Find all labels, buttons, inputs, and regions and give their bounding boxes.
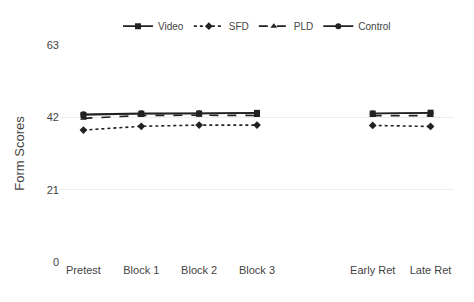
svg-text:Late Ret: Late Ret	[410, 264, 452, 276]
svg-text:Block 3: Block 3	[239, 264, 275, 276]
svg-text:Block 1: Block 1	[123, 264, 159, 276]
svg-text:SFD: SFD	[229, 21, 249, 32]
svg-text:PLD: PLD	[294, 21, 313, 32]
svg-text:63: 63	[47, 39, 59, 51]
svg-text:21: 21	[47, 184, 59, 196]
svg-text:42: 42	[47, 111, 59, 123]
svg-text:Pretest: Pretest	[66, 264, 101, 276]
svg-text:Control: Control	[358, 21, 390, 32]
svg-text:Form Scores: Form Scores	[12, 116, 27, 191]
svg-text:Early Ret: Early Ret	[350, 264, 395, 276]
svg-text:0: 0	[53, 256, 59, 268]
svg-text:Video: Video	[158, 21, 184, 32]
svg-text:Block 2: Block 2	[181, 264, 217, 276]
